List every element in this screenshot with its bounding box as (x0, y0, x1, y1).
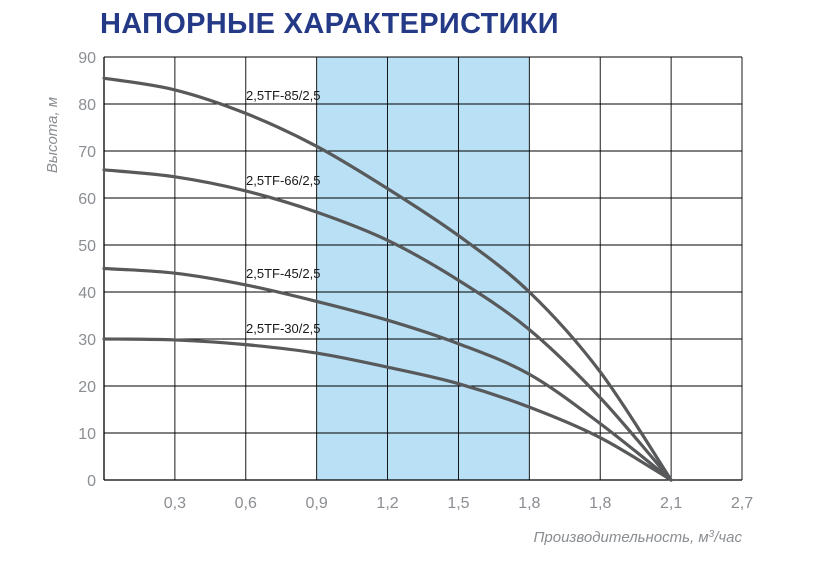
curve-label-0: 2,5TF-85/2,5 (246, 88, 320, 103)
series-line-3 (102, 337, 673, 482)
x-axis-label-main: Производительность, м (534, 529, 709, 546)
grid (103, 56, 743, 481)
y-tick-label: 40 (78, 285, 96, 302)
x-tick-label: 0,3 (164, 495, 186, 512)
y-tick-label: 80 (78, 97, 96, 114)
y-tick-label: 50 (78, 238, 96, 255)
y-tick-label: 0 (87, 473, 96, 490)
chart-title: НАПОРНЫЕ ХАРАКТЕРИСТИКИ (100, 8, 559, 40)
series-line-2 (102, 266, 673, 482)
curve-label-2: 2,5TF-45/2,5 (246, 266, 320, 281)
series-line-0 (102, 76, 673, 482)
x-axis-label-sup: 3 (709, 529, 715, 540)
x-tick-label: 2,7 (731, 495, 753, 512)
x-axis-label-suffix: /час (713, 529, 742, 546)
y-axis-ticks: 0 10 20 30 40 50 60 70 80 90 (78, 50, 96, 490)
x-tick-label: 0,9 (306, 495, 328, 512)
series-line-1 (102, 168, 673, 482)
y-axis-label: Высота, м (44, 97, 61, 173)
x-axis-ticks: 0,3 0,6 0,9 1,2 1,5 1,8 1,8 2,1 2,7 (164, 495, 753, 512)
curve-labels: 2,5TF-85/2,5 2,5TF-66/2,5 2,5TF-45/2,5 2,5T… (246, 88, 320, 336)
curves (102, 76, 673, 482)
y-tick-label: 70 (78, 144, 96, 161)
curve-label-1: 2,5TF-66/2,5 (246, 173, 320, 188)
highlight-band (316, 57, 530, 480)
y-tick-label: 90 (78, 50, 96, 67)
x-tick-label: 1,5 (447, 495, 469, 512)
curve-label-3: 2,5TF-30/2,5 (246, 321, 320, 336)
y-tick-label: 30 (78, 332, 96, 349)
y-tick-label: 60 (78, 191, 96, 208)
x-axis-label: Производительность, м3/час (534, 529, 743, 547)
x-tick-label: 0,6 (235, 495, 257, 512)
x-tick-label: 1,8 (518, 495, 540, 512)
x-tick-label: 1,2 (376, 495, 398, 512)
y-tick-label: 10 (78, 426, 96, 443)
x-tick-label: 2,1 (660, 495, 682, 512)
y-tick-label: 20 (78, 379, 96, 396)
x-tick-label: 1,8 (589, 495, 611, 512)
